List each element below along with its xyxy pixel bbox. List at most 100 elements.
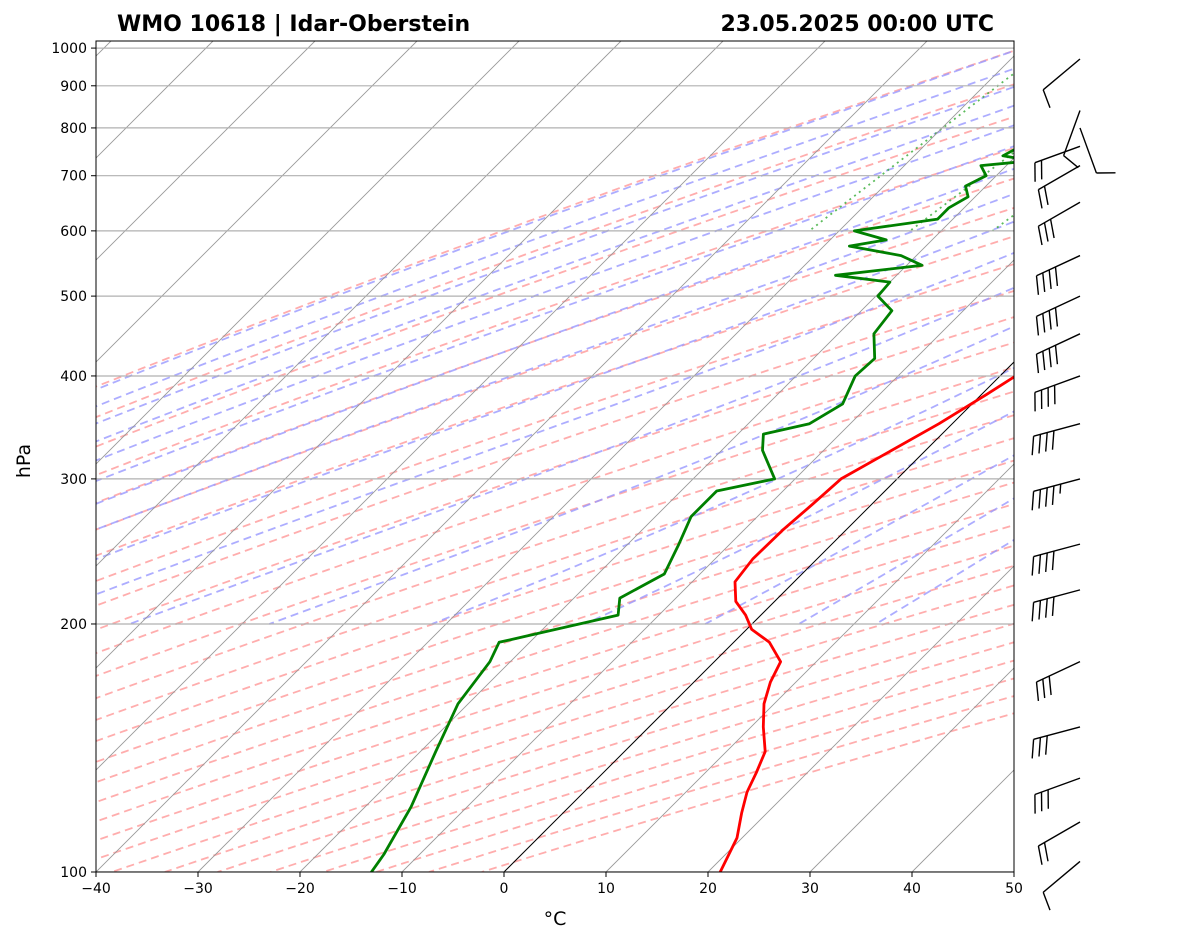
mixing-ratio-line <box>910 31 1177 231</box>
wind-barb-feather <box>1046 553 1048 572</box>
wind-barb <box>1032 727 1080 758</box>
wind-barb-feather <box>1056 267 1058 286</box>
x-tick-label: −40 <box>81 881 111 897</box>
y-tick-label: 800 <box>60 121 87 137</box>
wind-barb-feather <box>1039 555 1040 574</box>
wind-barb <box>1043 59 1080 108</box>
y-tick-label: 300 <box>60 472 87 488</box>
wind-barb <box>1032 544 1080 575</box>
y-tick-label: 1000 <box>51 41 87 57</box>
wind-barb <box>1035 376 1080 411</box>
sounding-profiles <box>371 57 1181 872</box>
y-tick-label: 500 <box>60 289 87 305</box>
wind-barb-shaft <box>1043 861 1080 892</box>
wind-barb-feather <box>1038 226 1042 245</box>
wind-barb-feather <box>1053 551 1054 570</box>
chart-title-right: 23.05.2025 00:00 UTC <box>720 12 994 37</box>
wind-barb-feather <box>1032 491 1033 510</box>
mixing-ratio-line <box>1111 31 1181 231</box>
wind-barb-feather <box>1043 351 1045 370</box>
temperature-profile-line <box>720 57 1181 872</box>
wind-barb-feather <box>1032 739 1033 758</box>
y-axis-label: hPa <box>13 444 35 478</box>
wind-barb <box>1038 202 1080 245</box>
x-tick-label: −30 <box>183 881 213 897</box>
wind-barb-feather <box>1039 601 1040 620</box>
moist-adiabat-line <box>799 31 1181 624</box>
wind-barb-shaft <box>1037 334 1081 354</box>
y-tick-label: 400 <box>60 369 87 385</box>
x-tick-label: 30 <box>801 881 819 897</box>
wind-barb-feather <box>1051 219 1055 238</box>
x-tick-label: 50 <box>1005 881 1023 897</box>
wind-barb-feather <box>1045 186 1049 205</box>
wind-barb-shaft <box>1035 146 1080 162</box>
x-tick-label: 20 <box>699 881 717 897</box>
wind-barb-feather <box>1046 488 1048 507</box>
wind-barb-feather <box>1037 354 1039 373</box>
x-tick-label: 40 <box>903 881 921 897</box>
wind-barb-feather <box>1043 679 1045 698</box>
wind-barb <box>1032 590 1080 621</box>
wind-barb-shaft <box>1038 822 1080 846</box>
wind-barb-shaft <box>1043 59 1080 90</box>
dewpoint-profile-line <box>371 57 1181 872</box>
wind-barbs <box>1032 59 1115 910</box>
wind-barb <box>1038 822 1080 865</box>
chart-title-left: WMO 10618 | Idar-Oberstein <box>117 12 470 37</box>
moist-adiabat-line <box>585 31 1181 624</box>
wind-barb-feather <box>1043 892 1050 910</box>
wind-barb-feather <box>1046 736 1048 755</box>
isotherm-line <box>0 41 825 872</box>
wind-barb <box>1032 424 1080 455</box>
wind-barb-shaft <box>1034 727 1080 739</box>
wind-barb-shaft <box>1035 778 1080 794</box>
wind-barb-feather <box>1046 599 1048 618</box>
y-tick-label: 900 <box>60 79 87 95</box>
wind-barb-shaft <box>1037 256 1081 276</box>
dry-adiabat-line <box>482 31 1181 872</box>
isotherm-line <box>300 41 1131 872</box>
wind-barb-feather <box>1037 316 1039 335</box>
mixing-ratio-line <box>993 31 1181 231</box>
wind-barb-shaft <box>1038 166 1080 190</box>
wind-barb-shaft <box>1034 590 1080 602</box>
mixing-ratio-line <box>1177 31 1181 231</box>
wind-barb <box>1035 778 1080 813</box>
wind-barb-feather <box>1056 345 1058 364</box>
wind-barb-feather <box>1049 270 1051 289</box>
isotherm-line <box>1116 41 1181 872</box>
dry-adiabat-line <box>112 31 1181 872</box>
wind-barb <box>1080 128 1116 173</box>
x-tick-label: 0 <box>500 881 509 897</box>
wind-barb-feather <box>1046 433 1048 452</box>
wind-barb-feather <box>1049 311 1051 330</box>
y-tick-label: 100 <box>60 865 87 881</box>
wind-barb <box>1037 296 1081 335</box>
moist-adiabat-line <box>0 31 1123 624</box>
wind-barb-feather <box>1053 597 1054 616</box>
wind-barb-feather <box>1060 484 1061 494</box>
x-tick-label: −10 <box>387 881 417 897</box>
wind-barb-feather <box>1045 223 1049 242</box>
wind-barb-feather <box>1045 843 1049 862</box>
wind-barb-feather <box>1039 434 1040 453</box>
wind-barb-shaft <box>1035 376 1080 392</box>
wind-barb-shaft <box>1034 479 1080 491</box>
wind-barb-shaft <box>1038 202 1080 226</box>
moist-adiabat-line <box>432 31 1181 624</box>
wind-barb-feather <box>1038 190 1042 209</box>
wind-barb-feather <box>1053 486 1054 505</box>
wind-barb <box>1037 256 1081 295</box>
y-tick-label: 700 <box>60 169 87 185</box>
wind-barb <box>1032 479 1080 510</box>
wind-barb-feather <box>1039 738 1040 757</box>
x-tick-label: −20 <box>285 881 315 897</box>
dry-adiabat-line <box>429 31 1181 872</box>
wind-barb-feather <box>1053 431 1054 450</box>
wind-barb-feather <box>1032 602 1033 621</box>
wind-barb-feather <box>1043 313 1045 332</box>
wind-barb <box>1064 110 1080 167</box>
